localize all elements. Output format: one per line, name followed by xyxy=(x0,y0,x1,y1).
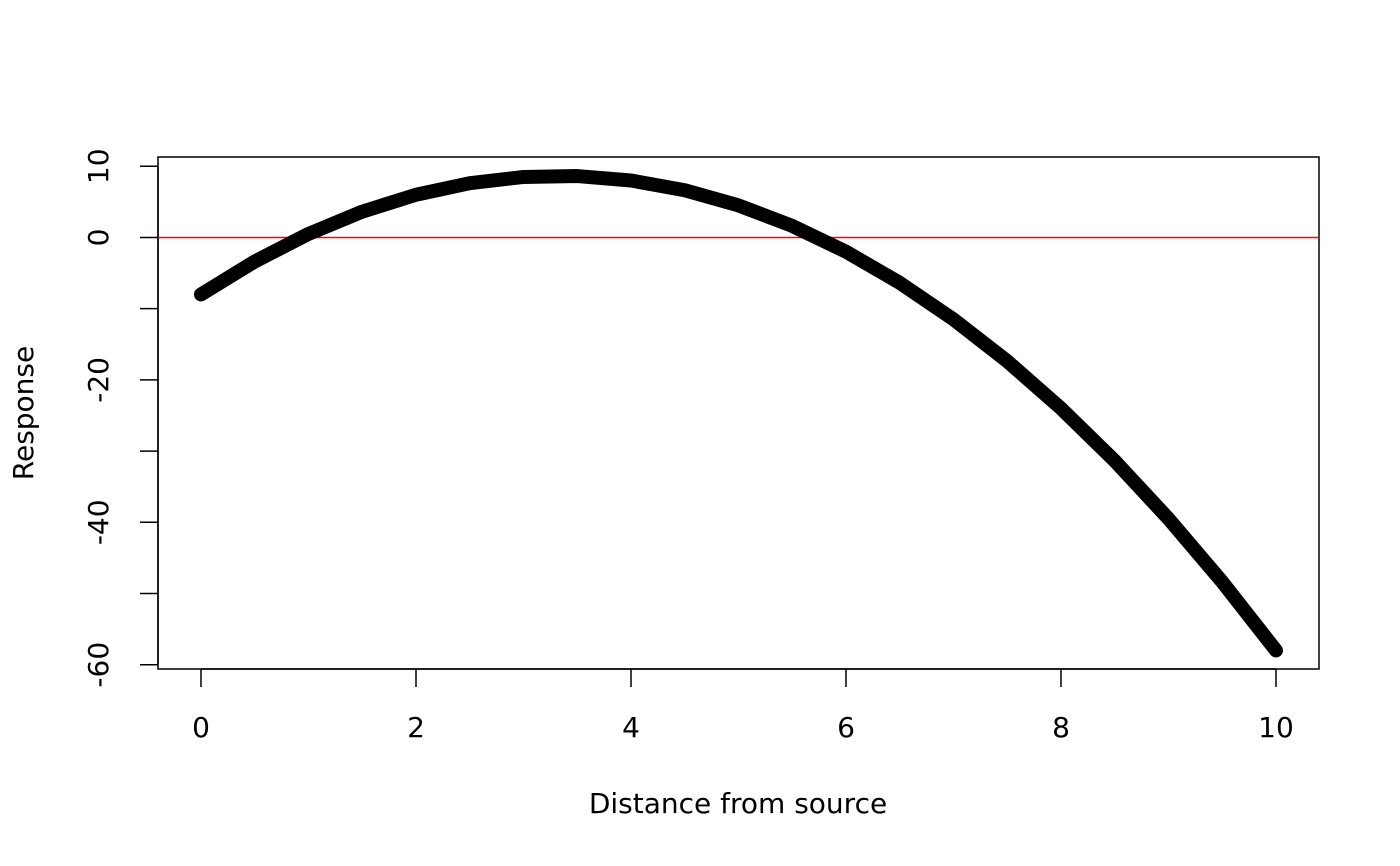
y-tick-label: 10 xyxy=(82,148,115,184)
x-tick-label: 0 xyxy=(192,711,210,744)
y-tick-label: -60 xyxy=(82,642,115,688)
x-tick-label: 6 xyxy=(837,711,855,744)
x-axis-label: Distance from source xyxy=(589,787,887,820)
data-line xyxy=(194,169,1283,658)
x-tick-label: 10 xyxy=(1258,711,1294,744)
x-tick-label: 4 xyxy=(622,711,640,744)
y-axis-label: Response xyxy=(7,346,40,480)
y-tick-label: -20 xyxy=(82,357,115,403)
x-tick-label: 8 xyxy=(1052,711,1070,744)
plot-frame xyxy=(157,156,1320,670)
y-tick-label: 0 xyxy=(82,229,115,247)
y-tick-label: -40 xyxy=(82,499,115,545)
x-tick-label: 2 xyxy=(407,711,425,744)
